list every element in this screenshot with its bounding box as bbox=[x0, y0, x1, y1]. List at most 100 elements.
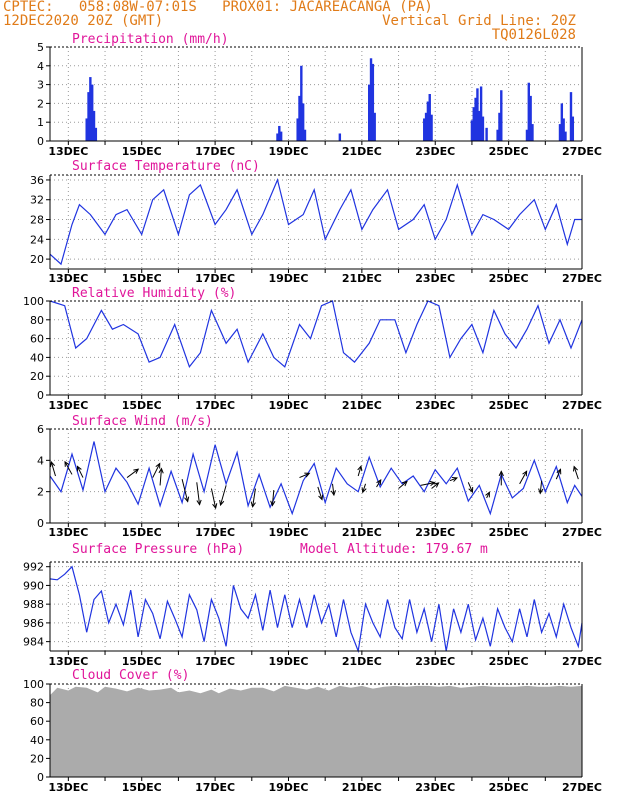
precip-bar bbox=[479, 86, 483, 141]
wind-arrow bbox=[573, 466, 579, 480]
x-tick-label: 19DEC bbox=[268, 399, 308, 412]
wind-arrow bbox=[539, 480, 543, 494]
wind-arrow-head bbox=[357, 465, 363, 472]
wind-arrow bbox=[126, 468, 139, 478]
wind-arrow bbox=[271, 490, 275, 506]
wind-arrow-head bbox=[433, 482, 440, 488]
x-tick-label: 21DEC bbox=[342, 655, 382, 668]
wind-arrow bbox=[196, 482, 201, 505]
precip-bar bbox=[558, 124, 562, 141]
x-tick-label: 17DEC bbox=[195, 272, 235, 285]
panel-annotation: Model Altitude: 179.67 m bbox=[300, 542, 488, 557]
precip-bar bbox=[278, 125, 281, 141]
grid-note: Vertical Grid Line: 20Z bbox=[382, 13, 576, 29]
y-tick-label: 6 bbox=[37, 423, 44, 436]
wind-arrow-head bbox=[158, 467, 164, 474]
precip-bar bbox=[371, 63, 375, 141]
x-tick-label: 27DEC bbox=[562, 272, 602, 285]
x-tick-label: 27DEC bbox=[562, 145, 602, 158]
x-tick-label: 25DEC bbox=[489, 655, 529, 668]
y-tick-label: 60 bbox=[30, 715, 44, 728]
precip-bar bbox=[90, 84, 94, 141]
x-tick-label: 19DEC bbox=[268, 655, 308, 668]
wind-arrow-head bbox=[468, 487, 474, 494]
panel-title: Surface Pressure (hPa) bbox=[72, 542, 244, 557]
y-tick-label: 32 bbox=[30, 194, 44, 207]
x-tick-label: 27DEC bbox=[562, 655, 602, 668]
wind-arrow-head bbox=[270, 500, 276, 507]
precip-bar bbox=[525, 129, 529, 141]
panel-title: Cloud Cover (%) bbox=[72, 668, 189, 683]
wind-arrow-head bbox=[219, 499, 225, 507]
wind-arrow bbox=[449, 477, 458, 482]
wind-arrow-head bbox=[133, 468, 140, 474]
precip-bar bbox=[89, 77, 92, 141]
y-tick-label: 0 bbox=[37, 389, 44, 402]
y-tick-label: 40 bbox=[30, 351, 44, 364]
y-tick-label: 984 bbox=[23, 636, 44, 649]
precip-bar bbox=[562, 118, 565, 141]
precip-bar bbox=[428, 94, 431, 141]
panel-title: Relative Humidity (%) bbox=[72, 286, 236, 301]
wind-arrow-head bbox=[572, 465, 578, 472]
series-line bbox=[49, 300, 583, 369]
wind-arrow bbox=[420, 482, 435, 486]
x-tick-label: 15DEC bbox=[122, 526, 162, 539]
wind-arrow-head bbox=[330, 490, 336, 497]
y-tick-label: 5 bbox=[37, 41, 44, 54]
x-tick-label: 17DEC bbox=[195, 145, 235, 158]
y-tick-label: 1 bbox=[37, 116, 44, 129]
wind-arrow-head bbox=[50, 460, 56, 468]
x-tick-label: 21DEC bbox=[342, 781, 382, 794]
wind-arrow bbox=[299, 472, 310, 479]
wind-arrow-head bbox=[64, 460, 70, 467]
wind-arrow-head bbox=[250, 501, 256, 508]
wind-arrow-head bbox=[522, 470, 528, 477]
precip-bar bbox=[430, 114, 433, 141]
precip-bar bbox=[564, 131, 567, 141]
precip-bar bbox=[500, 90, 503, 141]
series-line bbox=[49, 178, 582, 266]
precip-bar bbox=[569, 92, 573, 141]
y-tick-label: 20 bbox=[30, 253, 44, 266]
y-tick-label: 100 bbox=[23, 678, 44, 691]
x-tick-label: 27DEC bbox=[562, 526, 602, 539]
panel-title: Surface Wind (m/s) bbox=[72, 414, 213, 429]
x-tick-label: 19DEC bbox=[268, 272, 308, 285]
x-tick-label: 25DEC bbox=[489, 399, 529, 412]
wind-arrow bbox=[317, 486, 323, 500]
wind-arrow bbox=[50, 461, 56, 477]
wind-arrow bbox=[362, 483, 367, 493]
x-tick-label: 13DEC bbox=[48, 781, 88, 794]
wind-arrow-head bbox=[184, 496, 190, 503]
precip-bar bbox=[531, 124, 534, 141]
precip-bar bbox=[373, 112, 376, 141]
wind-arrow bbox=[64, 461, 73, 475]
y-tick-label: 40 bbox=[30, 734, 44, 747]
x-tick-label: 21DEC bbox=[342, 145, 382, 158]
x-tick-label: 25DEC bbox=[489, 145, 529, 158]
series-line bbox=[49, 441, 583, 516]
precip-bar bbox=[276, 133, 279, 141]
y-tick-label: 992 bbox=[23, 561, 44, 574]
x-tick-label: 13DEC bbox=[48, 399, 88, 412]
wind-arrow bbox=[376, 479, 382, 488]
y-tick-label: 80 bbox=[30, 314, 44, 327]
x-tick-label: 27DEC bbox=[562, 399, 602, 412]
precip-bar bbox=[470, 120, 474, 141]
precip-bar bbox=[424, 112, 428, 141]
precip-bar bbox=[481, 116, 485, 141]
wind-arrow-head bbox=[485, 491, 490, 498]
x-tick-label: 15DEC bbox=[122, 145, 162, 158]
wind-arrow bbox=[181, 479, 189, 502]
y-tick-label: 2 bbox=[37, 97, 44, 110]
wind-arrow-head bbox=[304, 472, 311, 478]
wind-arrow-head bbox=[429, 480, 436, 487]
precip-bar bbox=[298, 95, 301, 141]
x-tick-label: 13DEC bbox=[48, 272, 88, 285]
x-tick-label: 27DEC bbox=[562, 781, 602, 794]
header-line1: CPTEC: 058:08W-07:01S PROX01: JACAREACAN… bbox=[3, 0, 433, 15]
y-tick-label: 4 bbox=[37, 60, 44, 73]
y-tick-label: 60 bbox=[30, 333, 44, 346]
